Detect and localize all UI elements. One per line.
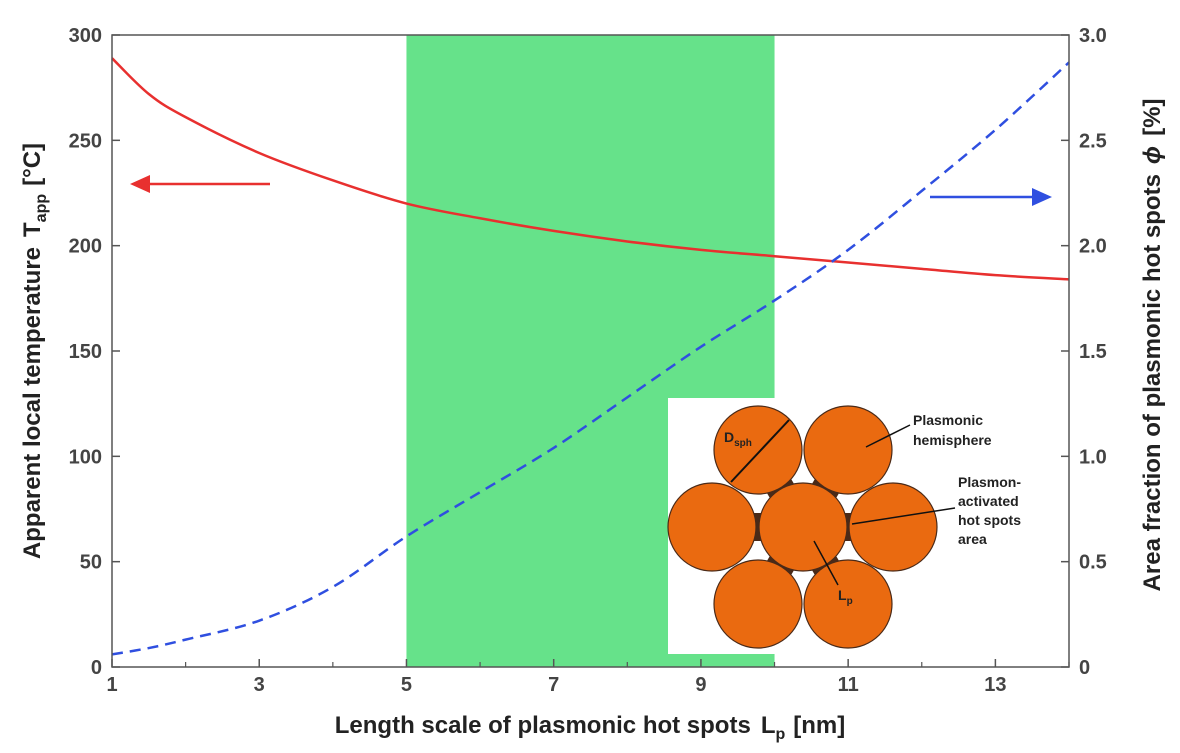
hemisphere-circle — [758, 482, 848, 572]
hemisphere-circle — [667, 482, 757, 572]
right-axis-arrow — [930, 188, 1052, 206]
hemisphere-circle — [848, 482, 938, 572]
y-right-tick-label: 1.5 — [1079, 341, 1107, 363]
y-left-tick-label: 200 — [69, 236, 102, 258]
activated-label-4: area — [958, 531, 987, 547]
x-tick-label: 5 — [401, 674, 412, 696]
hemisphere-circles — [667, 405, 938, 649]
hemisphere-circle — [713, 405, 803, 495]
x-tick-label: 1 — [106, 674, 117, 696]
plasmonic-pointer — [865, 424, 911, 448]
y-left-tick-label: 250 — [69, 130, 102, 152]
y-right-tick-label: 3.0 — [1079, 25, 1107, 47]
y-right-tick-label: 2.0 — [1079, 236, 1107, 258]
lp-label: Lp — [838, 587, 853, 607]
activated-label-2: activated — [958, 493, 1019, 509]
y-left-tick-label: 300 — [69, 25, 102, 47]
lp-pointer — [813, 540, 839, 586]
activated-label-3: hot spots — [958, 512, 1021, 528]
x-tick-label: 11 — [838, 674, 859, 696]
activated-label-1: Plasmon- — [958, 474, 1021, 490]
area-fraction-line — [111, 61, 1070, 656]
ticks: 1 3 5 7 9 11 1305010015020025030000.51.01.52.0… — [69, 25, 1107, 696]
x-axis-title: Length scale of plasmonic hot spots Lp [nm… — [335, 712, 846, 743]
hemisphere-circle — [713, 559, 803, 649]
y-left-tick-label: 100 — [69, 446, 102, 468]
dsph-line — [730, 419, 790, 483]
plasmonic-label-2: hemisphere — [913, 432, 992, 448]
hemisphere-circle — [803, 559, 893, 649]
dsph-label: Dsph — [724, 429, 752, 449]
plasmonic-label-1: Plasmonic — [913, 412, 983, 428]
x-tick-label: 7 — [548, 674, 559, 696]
y-left-tick-label: 50 — [80, 552, 102, 574]
hotspot-pointer — [851, 507, 956, 525]
hemisphere-circle — [803, 405, 893, 495]
y-left-tick-label: 150 — [69, 341, 102, 363]
x-tick-label: 13 — [984, 674, 1006, 696]
inset-diagram: Dsph Plasmonic hemisphere Plasmon- activ… — [667, 398, 1021, 654]
y-right-tick-label: 1.0 — [1079, 446, 1107, 468]
left-axis-arrow — [130, 175, 270, 193]
temperature-line — [111, 57, 1070, 281]
y-left-axis-title: Apparent local temperatureTapp[°C] — [19, 143, 50, 559]
x-tick-label: 9 — [695, 674, 706, 696]
y-left-tick-label: 0 — [91, 657, 102, 679]
y-right-tick-label: 2.5 — [1079, 130, 1107, 152]
y-right-tick-label: 0 — [1079, 657, 1090, 679]
y-right-tick-label: 0.5 — [1079, 552, 1107, 574]
y-right-axis-title: Area fraction of plasmonic hot spotsϕ[%] — [1139, 99, 1166, 592]
x-tick-label: 3 — [254, 674, 265, 696]
